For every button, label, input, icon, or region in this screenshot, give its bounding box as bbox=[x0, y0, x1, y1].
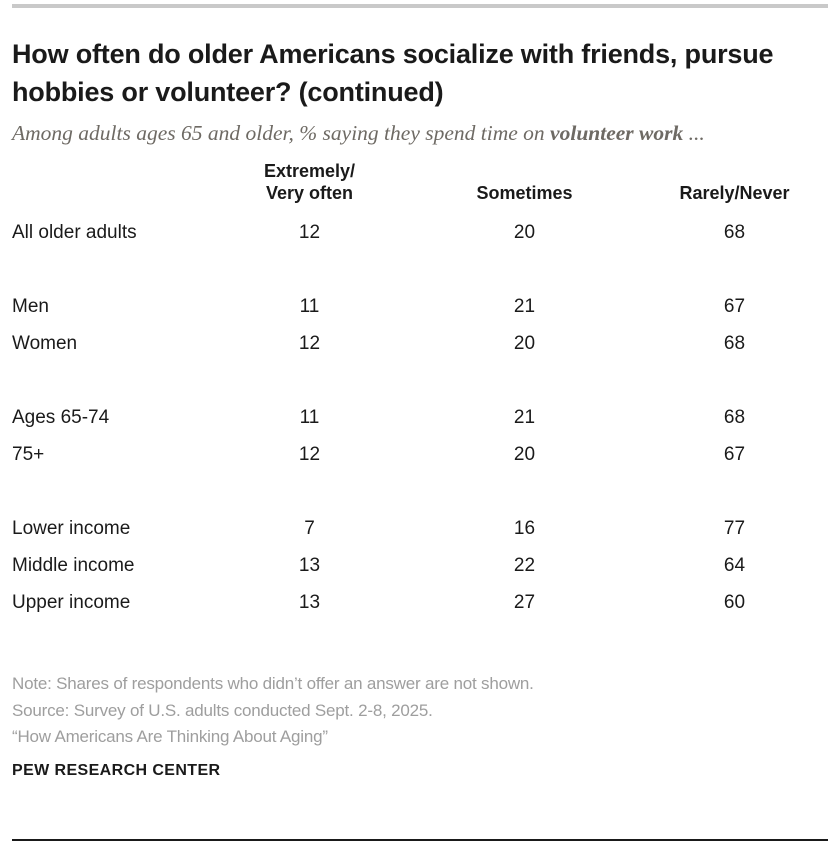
value-cell: 12 bbox=[298, 332, 321, 354]
chart-title: How often do older Americans socialize w… bbox=[12, 39, 774, 107]
row-label: Middle income bbox=[12, 554, 135, 576]
value-cell: 20 bbox=[513, 332, 536, 354]
pew-research-center-wordmark: PEW RESEARCH CENTER bbox=[12, 761, 221, 779]
row-label: Lower income bbox=[12, 517, 131, 539]
row-label: Upper income bbox=[12, 591, 131, 613]
subtitle-ellipsis: ... bbox=[683, 121, 705, 145]
value-cell: 21 bbox=[513, 295, 536, 317]
value-cell: 27 bbox=[513, 591, 536, 613]
row-label: 75+ bbox=[12, 443, 45, 465]
value-cell: 60 bbox=[723, 591, 746, 613]
column-header-extremely-very-often: Extremely/ Very often bbox=[263, 161, 356, 203]
value-cell: 12 bbox=[298, 443, 321, 465]
value-cell: 13 bbox=[298, 554, 321, 576]
value-cell: 20 bbox=[513, 221, 536, 243]
note-text: Note: Shares of respondents who didn’t o… bbox=[12, 674, 534, 693]
table-row: Women 12 20 68 bbox=[12, 325, 832, 362]
column-header-rarely-never: Rarely/Never bbox=[679, 183, 790, 203]
value-cell: 11 bbox=[299, 406, 320, 428]
value-cell: 7 bbox=[304, 517, 315, 539]
table-row: Upper income 13 27 60 bbox=[12, 584, 832, 621]
subtitle-bold-text: volunteer work bbox=[550, 121, 684, 145]
report-title-text: “How Americans Are Thinking About Aging” bbox=[12, 727, 328, 746]
value-cell: 67 bbox=[723, 443, 746, 465]
row-label: Men bbox=[12, 295, 49, 317]
subtitle-text: Among adults ages 65 and older, % saying… bbox=[12, 121, 551, 145]
row-label: Ages 65-74 bbox=[12, 406, 110, 428]
value-cell: 68 bbox=[723, 332, 746, 354]
bottom-divider bbox=[12, 839, 828, 841]
value-cell: 13 bbox=[298, 591, 321, 613]
footer: Note: Shares of respondents who didn’t o… bbox=[12, 671, 828, 780]
table-row: Lower income 7 16 77 bbox=[12, 510, 832, 547]
value-cell: 20 bbox=[513, 443, 536, 465]
value-cell: 21 bbox=[513, 406, 536, 428]
table-header-row: Extremely/ Very often Sometimes Rarely/N… bbox=[12, 160, 832, 214]
value-cell: 22 bbox=[513, 554, 536, 576]
value-cell: 68 bbox=[723, 221, 746, 243]
value-cell: 64 bbox=[723, 554, 746, 576]
top-divider bbox=[12, 4, 828, 8]
value-cell: 12 bbox=[298, 221, 321, 243]
row-label: All older adults bbox=[12, 221, 137, 243]
column-header-sometimes: Sometimes bbox=[476, 183, 573, 203]
data-table: Extremely/ Very often Sometimes Rarely/N… bbox=[12, 160, 832, 621]
table-body: All older adults 12 20 68 Men 11 21 67 Women 12 20… bbox=[12, 214, 832, 621]
chart-subtitle: Among adults ages 65 and older, % saying… bbox=[12, 118, 812, 148]
table-row: Ages 65-74 11 21 68 bbox=[12, 399, 832, 436]
value-cell: 67 bbox=[723, 295, 746, 317]
table-row: Men 11 21 67 bbox=[12, 288, 832, 325]
pew-table-card: How often do older Americans socialize w… bbox=[0, 4, 840, 848]
value-cell: 77 bbox=[723, 517, 746, 539]
table-row: 75+ 12 20 67 bbox=[12, 436, 832, 473]
table-row: Middle income 13 22 64 bbox=[12, 547, 832, 584]
source-text: Source: Survey of U.S. adults conducted … bbox=[12, 700, 433, 720]
table-row: All older adults 12 20 68 bbox=[12, 214, 832, 251]
value-cell: 68 bbox=[723, 406, 746, 428]
value-cell: 16 bbox=[513, 517, 536, 539]
value-cell: 11 bbox=[299, 295, 320, 317]
row-label: Women bbox=[12, 332, 78, 354]
